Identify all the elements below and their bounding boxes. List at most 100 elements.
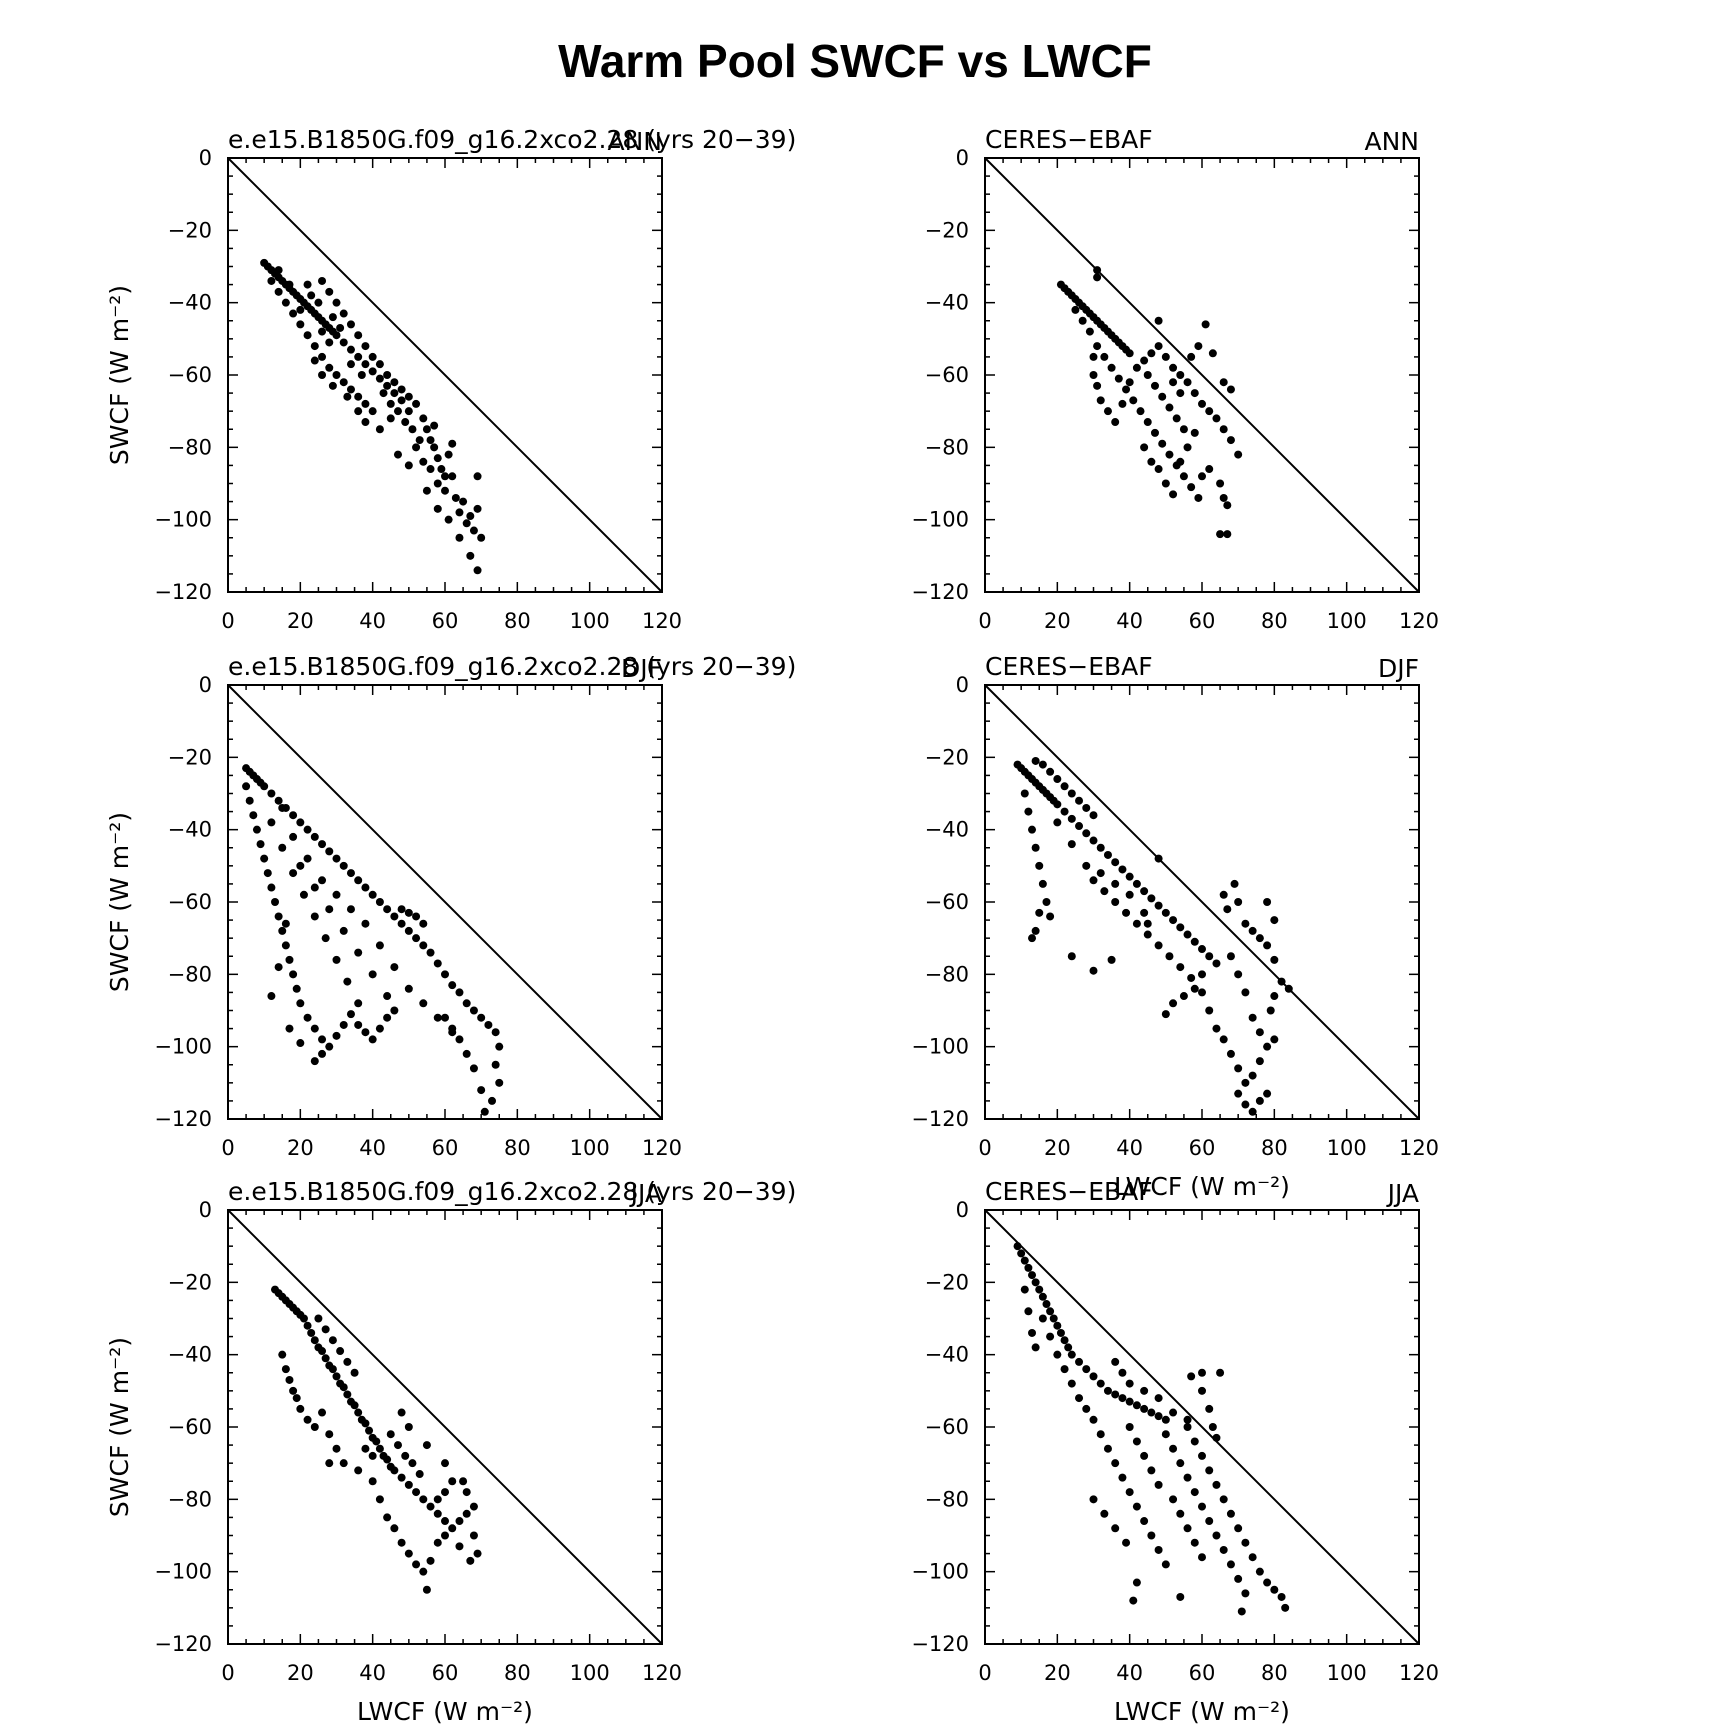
scatter-point <box>1125 890 1134 899</box>
scatter-point <box>325 363 334 372</box>
scatter-point <box>1111 879 1120 888</box>
scatter-point <box>339 1459 348 1468</box>
x-tick-label: 80 <box>504 1136 531 1160</box>
scatter-point <box>1100 1509 1109 1518</box>
scatter-point <box>1212 1480 1221 1489</box>
reference-line <box>227 1209 663 1645</box>
scatter-point <box>433 1013 442 1022</box>
scatter-point <box>1263 1042 1272 1051</box>
scatter-point <box>448 1028 457 1037</box>
scatter-point <box>274 266 283 275</box>
scatter-point <box>336 1347 345 1356</box>
y-tick-label: −100 <box>911 1035 969 1059</box>
scatter-point <box>1103 1444 1112 1453</box>
scatter-point <box>318 276 327 285</box>
scatter-point <box>1111 1459 1120 1468</box>
x-tick-label: 0 <box>221 1661 234 1685</box>
scatter-point <box>296 861 305 870</box>
scatter-point <box>397 1473 406 1482</box>
scatter-point <box>466 1556 475 1565</box>
scatter-point <box>1183 1423 1192 1431</box>
scatter-panel-1: 0 20 40 60 80 100 120 0 −20 −40 −60 −80 −100 −120 e.e1… <box>105 125 796 633</box>
scatter-point <box>1187 1372 1196 1381</box>
scatter-point <box>318 371 327 379</box>
scatter-point <box>252 825 261 834</box>
scatter-point <box>412 1560 421 1569</box>
scatter-point <box>1140 1386 1149 1395</box>
scatter-point <box>1187 352 1196 361</box>
scatter-point <box>1270 916 1279 925</box>
y-tick-label: −120 <box>154 1107 212 1131</box>
scatter-point <box>1067 840 1076 849</box>
scatter-point <box>1255 1028 1264 1037</box>
scatter-point <box>1154 941 1163 950</box>
scatter-point <box>1234 450 1243 459</box>
scatter-point <box>1248 1013 1257 1022</box>
scatter-point <box>462 519 471 528</box>
scatter-point <box>1031 756 1040 765</box>
scatter-point <box>1205 407 1214 416</box>
y-tick-label: 0 <box>956 673 969 697</box>
scatter-point <box>1125 349 1134 358</box>
scatter-point <box>1154 901 1163 910</box>
scatter-point <box>1111 1390 1120 1399</box>
scatter-point <box>1219 1545 1228 1554</box>
scatter-point <box>343 392 352 401</box>
scatter-point <box>1042 1300 1051 1309</box>
scatter-point <box>390 389 399 398</box>
scatter-point <box>1270 1035 1279 1044</box>
scatter-point <box>1125 1488 1134 1497</box>
scatter-point <box>473 504 482 513</box>
scatter-point <box>318 327 327 336</box>
y-tick-label: −20 <box>168 218 212 242</box>
x-tick-label: 40 <box>359 1661 386 1685</box>
scatter-point <box>426 1556 435 1565</box>
scatter-point <box>473 566 482 575</box>
scatter-point <box>361 418 370 427</box>
scatter-point <box>1198 1451 1206 1460</box>
scatter-point <box>256 840 265 849</box>
y-tick-label: −20 <box>168 1270 212 1294</box>
scatter-point <box>459 497 468 506</box>
panel-left-title: CERES−EBAF <box>985 652 1153 681</box>
scatter-series <box>1013 1242 1290 1616</box>
scatter-point <box>296 1404 305 1413</box>
scatter-point <box>390 1006 399 1015</box>
scatter-point <box>1132 1578 1141 1587</box>
scatter-point <box>1179 992 1188 1001</box>
scatter-point <box>1096 396 1105 405</box>
scatter-point <box>289 811 298 820</box>
x-tick-label: 0 <box>978 609 991 633</box>
x-tick-label: 100 <box>1327 1661 1367 1685</box>
y-tick-label: −60 <box>925 363 969 387</box>
scatter-point <box>281 298 290 307</box>
scatter-point <box>346 1010 355 1019</box>
scatter-point <box>383 905 392 914</box>
y-tick-label: 0 <box>199 1198 212 1222</box>
scatter-point <box>1270 1585 1279 1594</box>
y-tick-label: −100 <box>154 1560 212 1584</box>
scatter-point <box>354 1020 363 1029</box>
scatter-point <box>375 1495 384 1504</box>
scatter-point <box>346 869 355 878</box>
y-tick-label: −40 <box>925 1343 969 1367</box>
y-tick-label: −40 <box>168 818 212 842</box>
scatter-point <box>412 443 421 452</box>
scatter-point <box>1176 371 1185 379</box>
scatter-point <box>354 1466 363 1475</box>
scatter-point <box>303 825 312 834</box>
scatter-point <box>325 287 334 296</box>
scatter-point <box>1176 963 1185 972</box>
scatter-point <box>1161 1430 1170 1439</box>
scatter-point <box>1190 1488 1199 1497</box>
scatter-point <box>383 371 392 379</box>
scatter-point <box>1125 872 1134 881</box>
x-tick-label: 40 <box>1116 1661 1143 1685</box>
scatter-point <box>375 360 384 369</box>
scatter-point <box>1248 1107 1257 1116</box>
scatter-point <box>1234 1524 1243 1533</box>
scatter-point <box>397 1538 406 1547</box>
scatter-point <box>1169 1444 1178 1453</box>
scatter-point <box>289 869 298 878</box>
scatter-point <box>350 1401 359 1410</box>
